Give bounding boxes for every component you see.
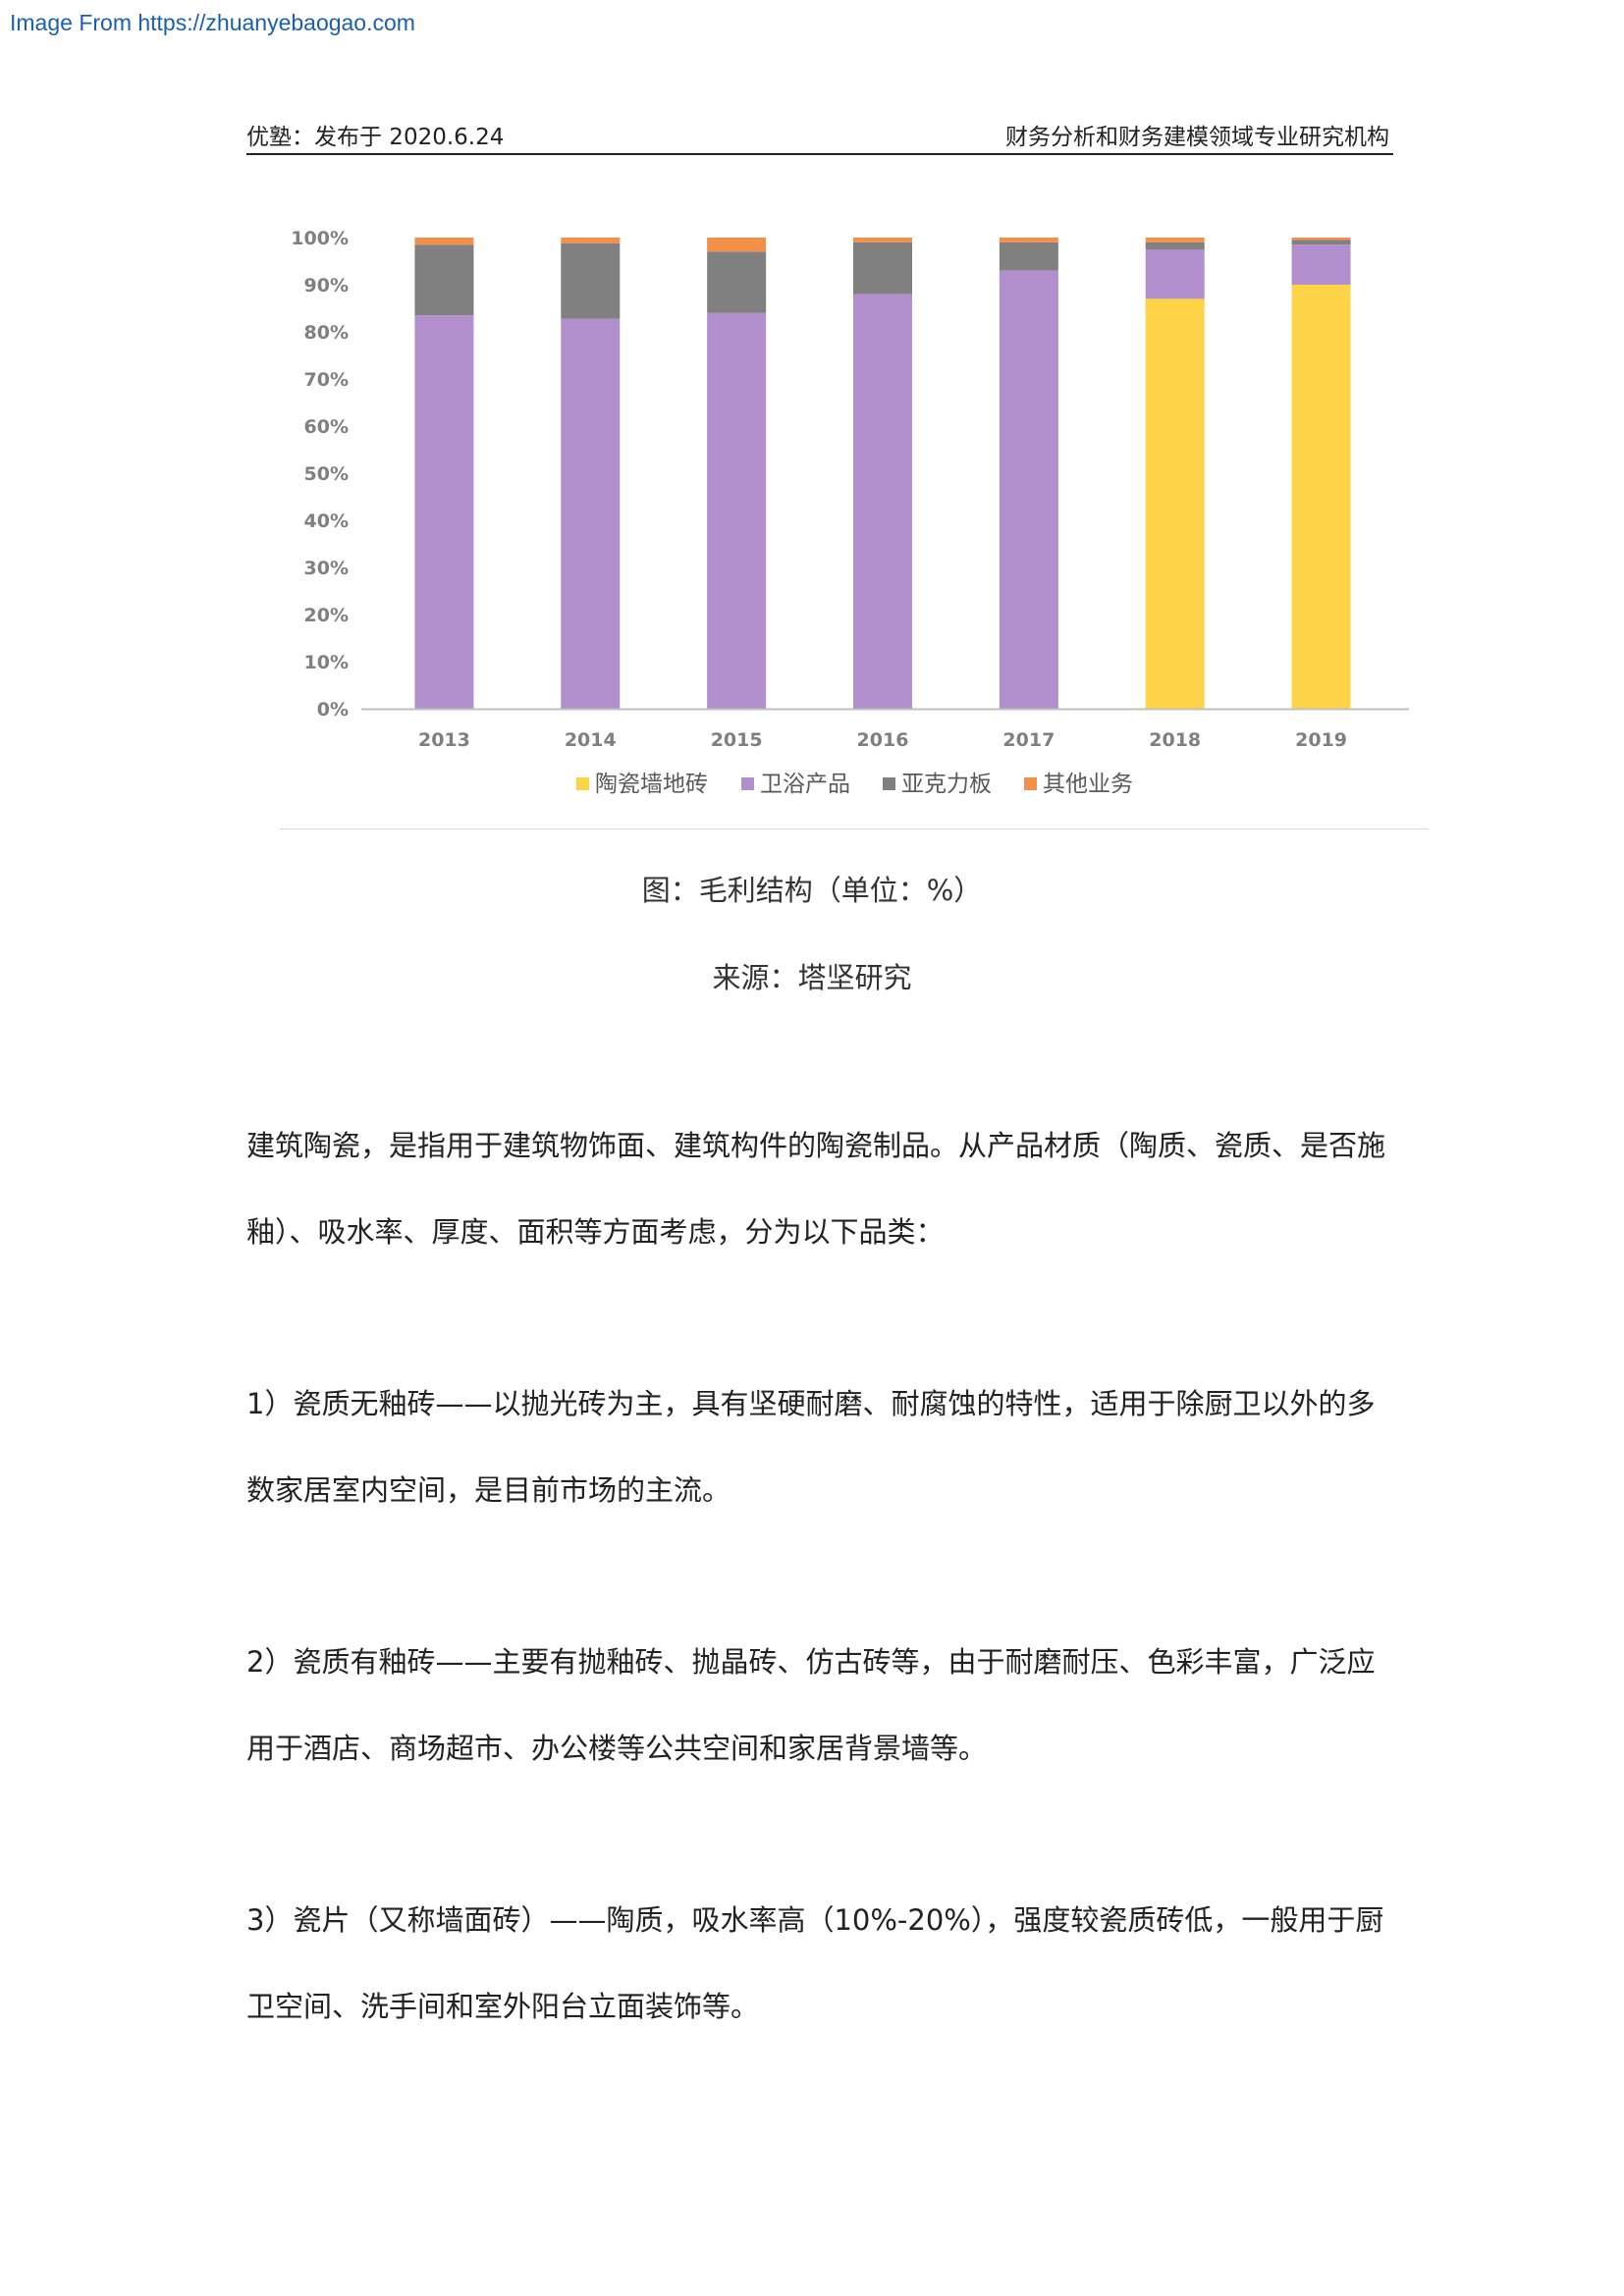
bar-segment (414, 244, 474, 316)
bar-segment (999, 241, 1058, 271)
source-link[interactable]: Image From https://zhuanyebaogao.com (10, 10, 415, 35)
legend-label: 亚克力板 (901, 772, 992, 797)
figure-source: 来源：塔坚研究 (712, 961, 912, 994)
legend-swatch (1024, 777, 1037, 790)
legend-label: 陶瓷墙地砖 (595, 772, 708, 797)
paragraph-intro: 建筑陶瓷，是指用于建筑物饰面、建筑构件的陶瓷制品。从产品材质（陶质、瓷质、是否施… (246, 1129, 1386, 1249)
x-tick-label: 2016 (857, 729, 909, 751)
y-tick-label: 30% (304, 558, 349, 579)
bar-segment (1145, 298, 1205, 709)
page-header: 优塾：发布于 2020.6.24 财务分析和财务建模领域专业研究机构 (246, 114, 1393, 155)
bar-segment (1291, 240, 1351, 245)
y-tick-label: 40% (304, 510, 349, 532)
x-tick-label: 2018 (1149, 729, 1201, 751)
paragraph-item-1: 1）瓷质无釉砖——以抛光砖为主，具有坚硬耐磨、耐腐蚀的特性，适用于除厨卫以外的多… (246, 1387, 1376, 1507)
legend-swatch (883, 777, 895, 790)
y-tick-label: 80% (304, 322, 349, 344)
legend-label: 卫浴产品 (760, 772, 850, 797)
bar-segment (1291, 238, 1351, 240)
chart-svg: 0% 10% 20% 30% 40% 50% 60% 70% 80% 90% 100% 2013 201… (291, 228, 1409, 797)
bar-segment (414, 315, 474, 709)
legend-label: 其他业务 (1043, 772, 1133, 797)
y-tick-label: 10% (304, 652, 349, 673)
y-tick-label: 20% (304, 605, 349, 626)
bar-segment (561, 318, 621, 709)
y-tick-label: 90% (304, 275, 349, 296)
figure-caption: 图：毛利结构（单位：%） (641, 874, 983, 907)
legend-swatch (741, 777, 754, 790)
bar-segment (853, 294, 912, 709)
gross-margin-chart: 0% 10% 20% 30% 40% 50% 60% 70% 80% 90% 100% 2013 201… (275, 216, 1430, 829)
bar-segment (1145, 241, 1205, 249)
bar-segment (707, 251, 767, 313)
bar-segment (1291, 285, 1351, 709)
y-tick-label: 60% (304, 416, 349, 438)
chart-divider (280, 828, 1429, 829)
y-tick-label: 70% (304, 369, 349, 391)
bar-segment (707, 312, 767, 709)
x-tick-label: 2014 (565, 729, 617, 751)
legend-swatch (576, 777, 589, 790)
x-tick-label: 2013 (418, 729, 470, 751)
bar-segment (999, 270, 1058, 709)
bar-segment (999, 238, 1058, 242)
bar-segment (561, 238, 621, 243)
y-tick-label: 0% (317, 699, 349, 721)
bar-segment (1291, 244, 1351, 285)
y-tick-label: 50% (304, 463, 349, 485)
x-tick-label: 2017 (1002, 729, 1055, 751)
bar-segment (1145, 238, 1205, 242)
publish-info: 优塾：发布于 2020.6.24 (246, 125, 505, 150)
org-tagline: 财务分析和财务建模领域专业研究机构 (1005, 125, 1389, 150)
x-tick-label: 2015 (711, 729, 763, 751)
paragraph-item-2: 2）瓷质有釉砖——主要有抛釉砖、抛晶砖、仿古砖等，由于耐磨耐压、色彩丰富，广泛应… (246, 1645, 1376, 1765)
y-tick-label: 100% (291, 228, 349, 249)
bar-segment (853, 241, 912, 294)
bar-segment (561, 242, 621, 319)
bar-segment (853, 238, 912, 242)
bar-segment (414, 238, 474, 245)
bar-segment (1145, 249, 1205, 299)
paragraph-item-3: 3）瓷片（又称墙面砖）——陶质，吸水率高（10%-20%），强度较瓷质砖低，一般… (246, 1903, 1384, 2023)
x-tick-label: 2019 (1295, 729, 1347, 751)
bar-segment (707, 238, 767, 252)
